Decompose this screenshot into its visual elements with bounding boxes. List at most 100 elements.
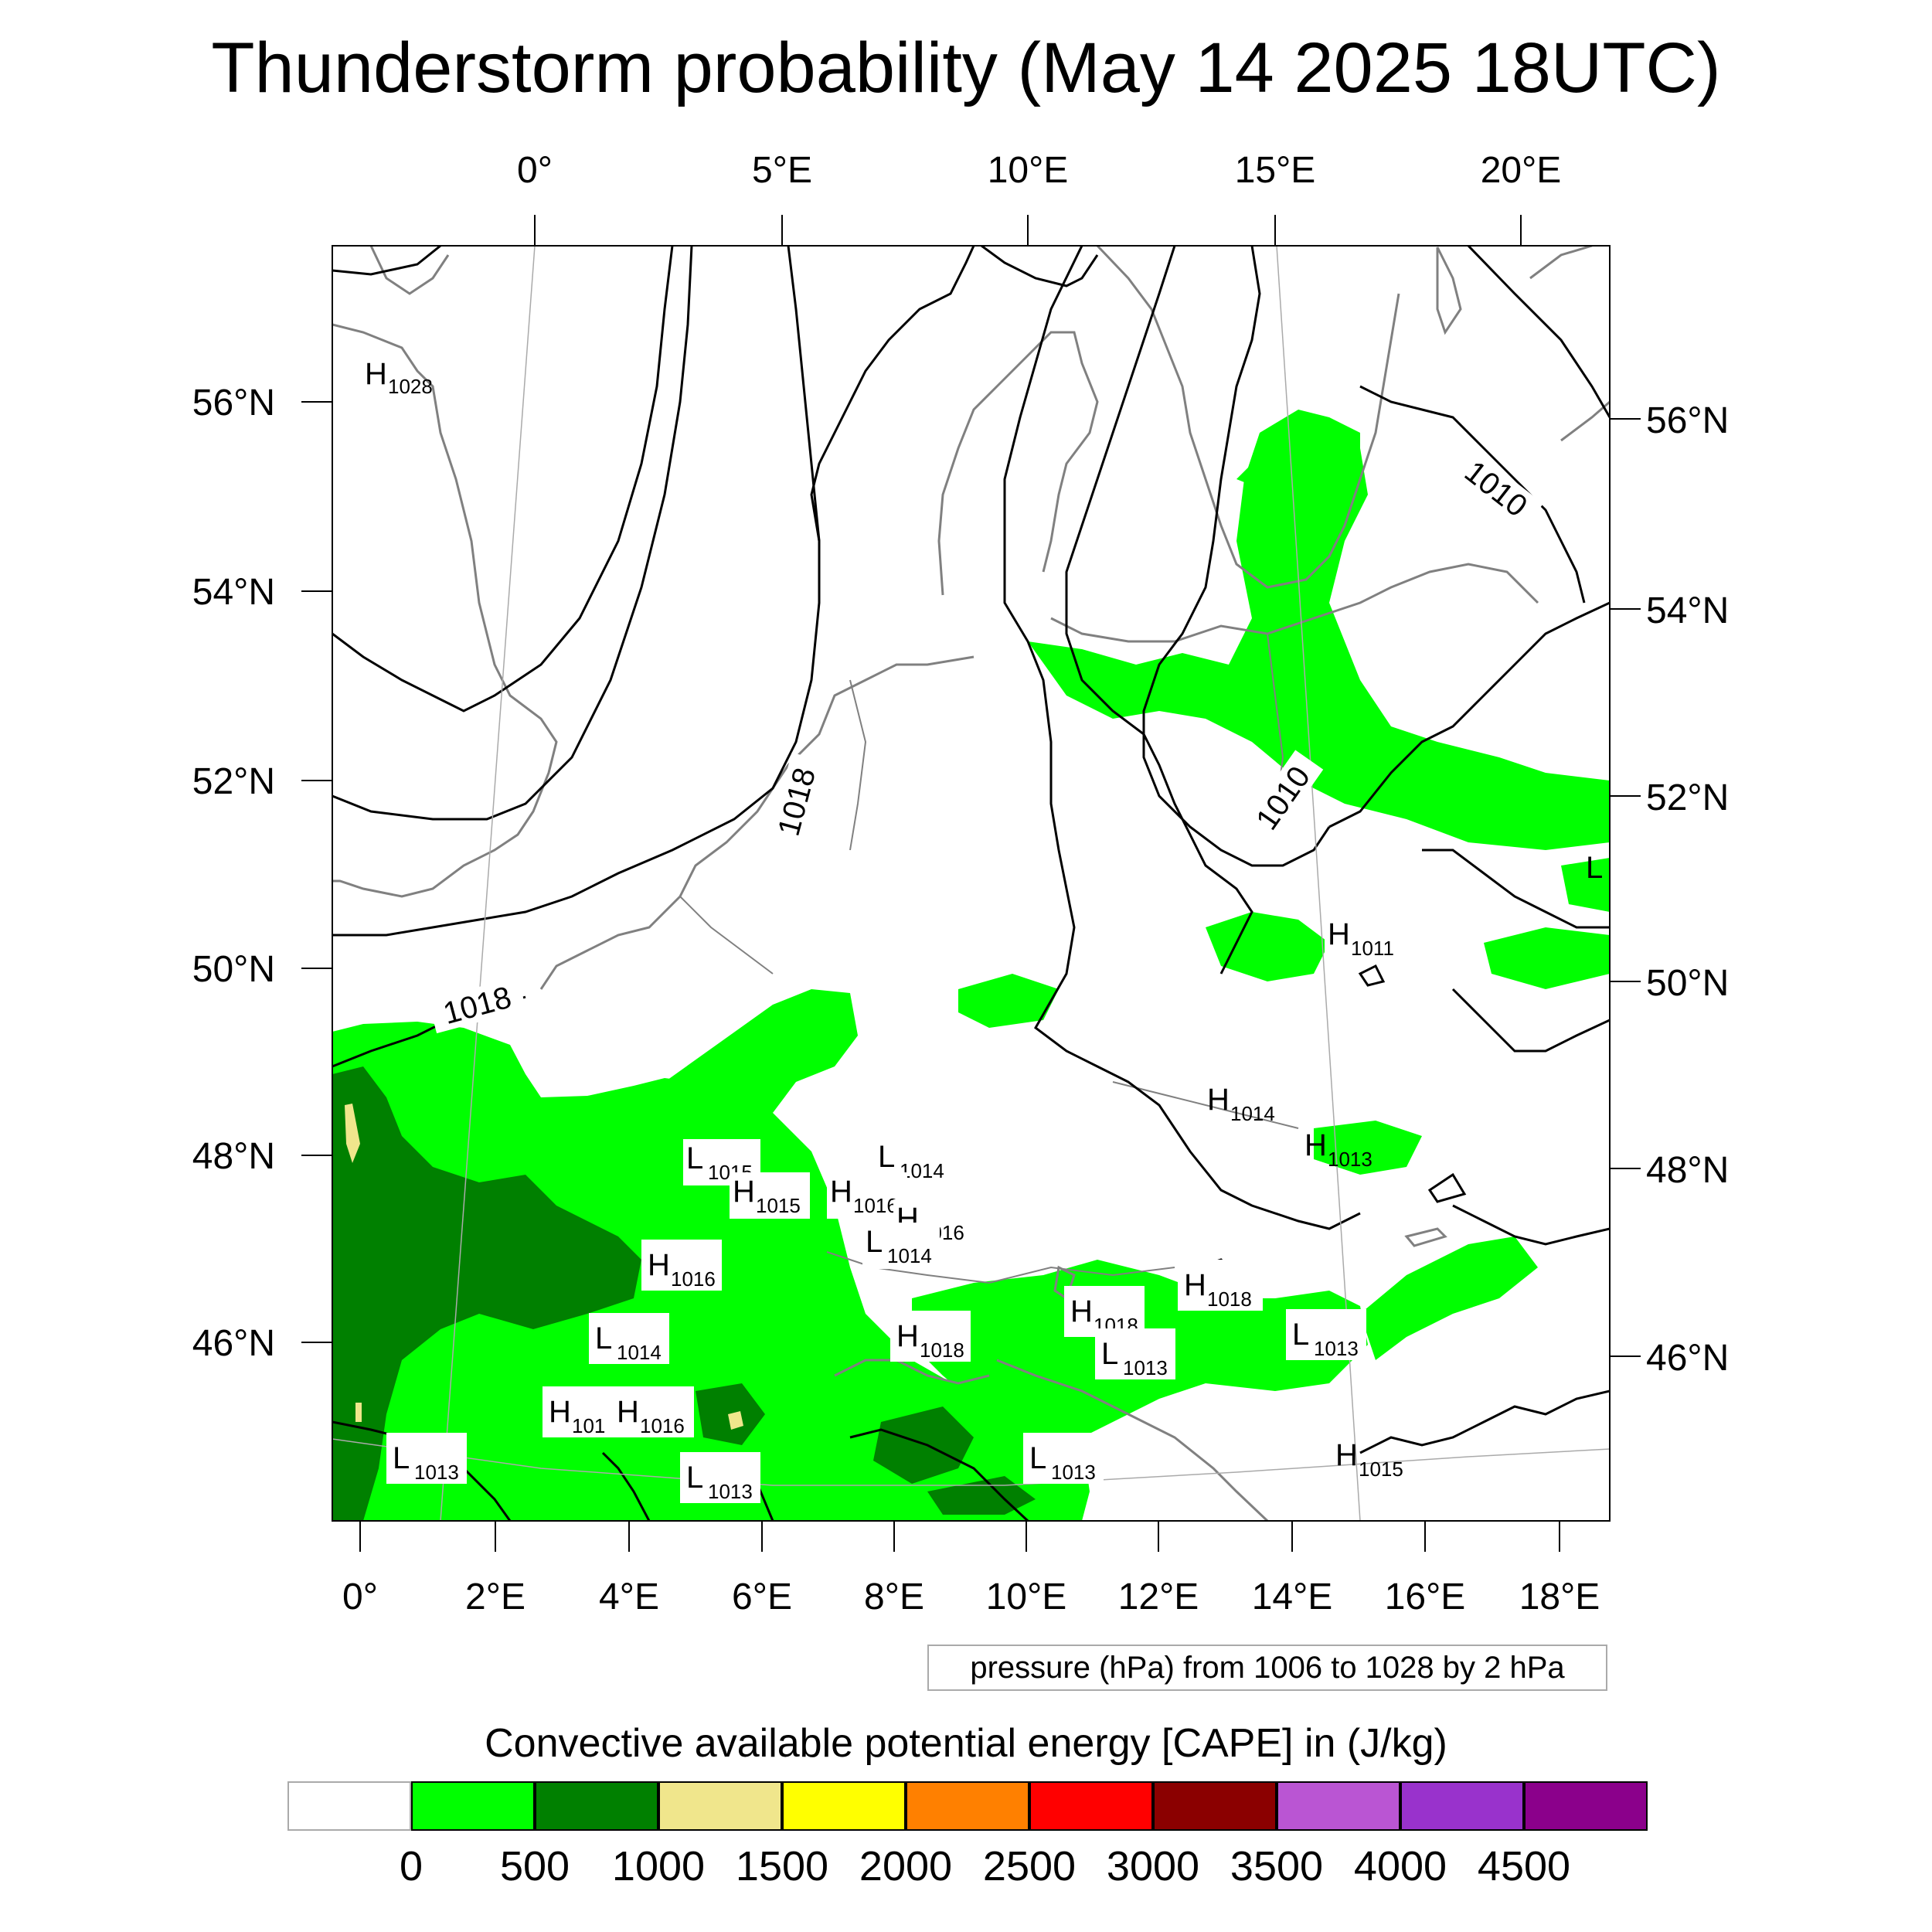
pc-value: 1015 [1359,1458,1403,1481]
contour-label-bg [1242,750,1324,846]
top-label: 5°E [752,150,812,191]
pc-letter: L [1586,851,1603,885]
pc-letter: H [1328,917,1350,951]
colorbar-label: 2500 [982,1843,1077,1889]
pc-value: 1018 [1207,1287,1252,1311]
isobar-layer [332,246,1610,1521]
pc-value: 1013 [1328,1148,1372,1171]
colorbar-label: 3500 [1230,1843,1324,1889]
right-label: 46°N [1646,1338,1729,1379]
border-de-nl [849,679,867,851]
pc-bg [862,1223,940,1269]
pc-value: 1015 [756,1194,801,1217]
cape-500-1000-patch1 [417,1206,533,1267]
pressure-center: L [1586,851,1603,885]
cape-0-500-east [1360,1236,1538,1360]
right-label: 54°N [1646,590,1729,631]
uk-coast [332,323,558,898]
pc-bg [890,1311,971,1362]
pc-bg [589,1313,669,1364]
border-cz-at [1112,1081,1299,1129]
pc-letter: L [686,1461,703,1495]
pressure-center: H 1018 [890,1311,971,1362]
pc-value: 1028 [388,375,433,398]
cape-0-500-central [665,989,858,1113]
pressure-center: H 1016 [641,1240,722,1291]
colorbar-cell [1153,1781,1277,1831]
pc-letter: H [830,1175,852,1209]
colorbar-cell [1524,1781,1648,1831]
pc-value: 1016 [671,1267,716,1291]
colorbar-cell [1400,1781,1524,1831]
left-label: 46°N [192,1323,275,1364]
left-label: 48°N [192,1136,275,1177]
right-label: 52°N [1646,777,1729,818]
curonian [1560,400,1610,442]
pc-letter: H [549,1395,571,1429]
pressure-center: H 101 [543,1386,614,1437]
pressure-center: H 1013 [1304,1128,1372,1171]
colorbar-cell [535,1781,658,1831]
isobar-1010-a [1142,246,1331,867]
colorbar-label: 3000 [1106,1843,1200,1889]
pc-value: 1013 [1051,1461,1096,1484]
colorbar-title: Convective available potential energy [C… [485,1721,1447,1766]
pressure-center: L 1013 [1095,1328,1175,1379]
bottom-label: 10°E [986,1577,1067,1617]
pc-value: 1013 [1123,1356,1168,1379]
pressure-center: L 1013 [1286,1309,1366,1360]
pc-value: 1013 [414,1461,459,1484]
pc-letter: H [648,1248,670,1282]
colorbar-label: 1000 [611,1843,706,1889]
colorbar-cell [782,1781,906,1831]
right-axis-labels: 56°N 54°N 52°N 50°N 48°N 46°N [1646,400,1729,1379]
colorbar-label: 4500 [1477,1843,1571,1889]
cape-500-1000-patch4 [927,1476,1036,1515]
pc-letter: L [1292,1318,1309,1352]
bottom-label: 12°E [1118,1577,1199,1617]
top-label: 15°E [1235,150,1316,191]
pc-bg [614,1386,694,1437]
pc-letter: L [393,1441,410,1475]
isobar-se [1359,1389,1610,1454]
pressure-center: L 1014 [862,1223,940,1269]
pc-value: 1014 [1230,1102,1275,1125]
left-label: 56°N [192,383,275,423]
pc-value: 1014 [887,1244,932,1267]
meridian-0 [440,245,536,1522]
bottom-label: 8°E [864,1577,924,1617]
colorbar-labels: 0 500 1000 1500 2000 2500 3000 3500 4000… [0,1843,1932,1889]
colorbar [287,1781,1648,1831]
top-label: 0° [517,150,553,191]
contour-label-bg [427,976,527,1034]
colorbar-label: 0 [399,1843,423,1889]
pressure-center: H 1011 [1325,915,1411,961]
pc-letter: L [686,1141,703,1175]
contour-label-bg [1449,446,1543,531]
left-ticks [301,401,332,1343]
pressure-center: H 1028 [365,357,433,398]
isobar-d [332,246,821,937]
pc-bg [1095,1328,1175,1379]
isobar-h [1003,246,1361,1230]
pressure-center: L 1013 [680,1452,760,1503]
pc-bg [1325,915,1411,961]
right-label: 50°N [1646,963,1729,1004]
cape-1000-1500-c [355,1403,362,1422]
right-ticks [1610,418,1641,1357]
pc-letter: H [1304,1128,1327,1162]
left-label: 50°N [192,949,275,990]
colorbar-label: 500 [499,1843,570,1889]
pressure-center: H 1015 [730,1172,810,1219]
pc-letter: H [365,357,387,391]
cape-0-500-poland [1028,410,1610,850]
map-frame [332,245,1611,1522]
colorbar-cell [287,1781,411,1831]
france-coast [539,655,975,990]
cape-0-500-bavaria [958,974,1059,1028]
colorbar-cell [1029,1781,1153,1831]
colorbar-label: 1500 [735,1843,829,1889]
pc-letter: L [1101,1337,1118,1371]
isobar-i [1065,246,1253,975]
